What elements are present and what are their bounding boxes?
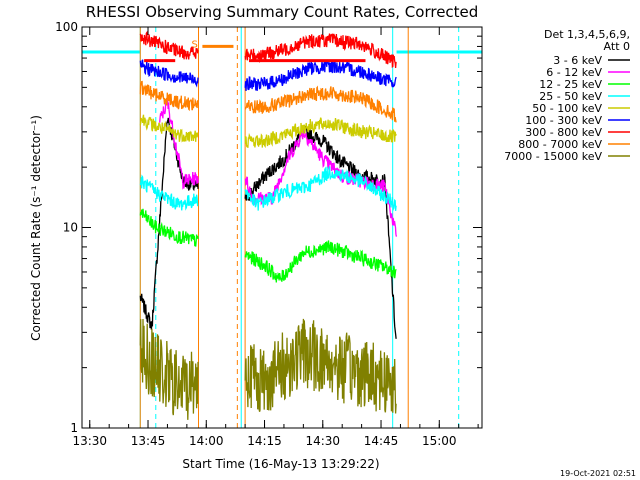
legend-label-4: 50 - 100 keV: [532, 102, 602, 115]
series-3: [139, 166, 397, 212]
series-line-0: [139, 117, 397, 339]
series-line-3: [139, 166, 397, 212]
chart-title: RHESSI Observing Summary Count Rates, Co…: [86, 3, 479, 21]
x-tick-label-4: 14:30: [305, 434, 340, 448]
series-8: [139, 318, 397, 420]
series-4: [139, 114, 397, 149]
y-tick-label-2: 100: [55, 20, 78, 34]
legend-label-5: 100 - 300 keV: [525, 114, 602, 127]
x-axis-label: Start Time (16-May-13 13:29:22): [182, 457, 379, 471]
legend-label-1: 6 - 12 keV: [546, 66, 602, 79]
series-line-4: [139, 114, 397, 149]
series-line-7: [139, 80, 397, 123]
y-axis-label: Corrected Count Rate (s⁻¹ detector⁻¹): [29, 115, 43, 341]
x-tick-label-0: 13:30: [72, 434, 107, 448]
legend-label-7: 800 - 7000 keV: [518, 138, 602, 151]
legend-header-line-1: Det 1,3,4,5,6,9,: [544, 28, 630, 41]
x-tick-label-6: 15:00: [422, 434, 457, 448]
legend-label-2: 12 - 25 keV: [539, 78, 602, 91]
legend-label-6: 300 - 800 keV: [525, 126, 602, 139]
x-tick-label-5: 14:45: [364, 434, 399, 448]
series-line-2: [139, 208, 397, 283]
x-tick-label-1: 13:45: [131, 434, 166, 448]
y-tick-label-1: 10: [63, 221, 78, 235]
series-7: [139, 80, 397, 123]
series-0: [139, 117, 397, 339]
y-tick-label-0: 1: [70, 421, 78, 435]
plot-area: S: [82, 27, 482, 428]
timestamp: 19-Oct-2021 02:51: [560, 469, 636, 478]
series-line-8: [139, 318, 397, 420]
legend-label-3: 25 - 50 keV: [539, 90, 602, 103]
legend-label-0: 3 - 6 keV: [553, 54, 602, 67]
series-5: [139, 59, 397, 91]
flag-marker: S: [191, 39, 197, 50]
series-line-6: [139, 30, 397, 69]
axes: 13:30 13:45 14:00 14:15 14:30 14:45 15:00 1 10 10…: [55, 20, 483, 448]
series-6: [139, 30, 397, 69]
series-2: [139, 208, 397, 283]
legend-label-8: 7000 - 15000 keV: [504, 150, 602, 163]
x-tick-label-2: 14:00: [189, 434, 224, 448]
x-tick-label-3: 14:15: [247, 434, 282, 448]
legend-header-line-2: Att 0: [604, 40, 630, 53]
series-line-5: [139, 59, 397, 91]
